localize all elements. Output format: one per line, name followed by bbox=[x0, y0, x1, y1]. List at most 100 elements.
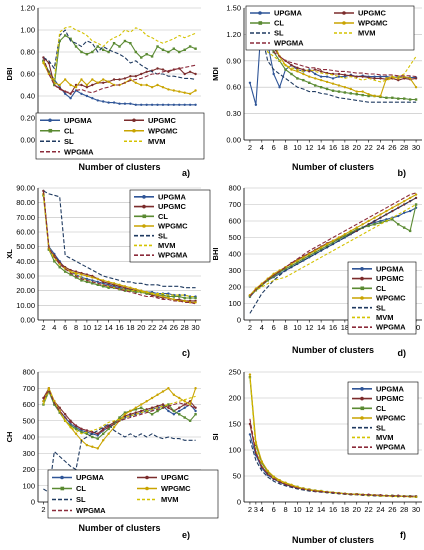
data-point-cl bbox=[69, 37, 72, 40]
x-tick-label: 18 bbox=[341, 143, 349, 152]
x-tick-label: 14 bbox=[104, 323, 112, 332]
data-point-upgma bbox=[172, 413, 176, 416]
data-point-wpgmc bbox=[391, 206, 394, 209]
x-tick-label: 24 bbox=[376, 143, 384, 152]
data-point-wpgmc bbox=[188, 403, 192, 406]
legend-marker bbox=[360, 296, 364, 300]
legend-marker bbox=[48, 118, 52, 123]
data-point-upgmc bbox=[140, 72, 143, 76]
x-tick-label: 8 bbox=[283, 323, 287, 332]
data-point-wpgmc bbox=[403, 200, 406, 203]
data-point-cl bbox=[102, 432, 105, 435]
data-point-upgmc bbox=[69, 92, 72, 96]
series-line-sl bbox=[43, 29, 196, 81]
legend-label-sl: SL bbox=[376, 423, 386, 432]
y-tick-label: 700 bbox=[22, 384, 35, 393]
data-point-cl bbox=[85, 53, 89, 56]
data-point-wpgmc bbox=[343, 233, 347, 236]
x-tick-label: 8 bbox=[74, 323, 78, 332]
y-tick-label: 150 bbox=[228, 420, 241, 429]
data-point-upgmc bbox=[343, 73, 347, 77]
data-point-wpgmc bbox=[63, 78, 67, 81]
x-axis-label: Number of clusters bbox=[292, 162, 374, 172]
x-axis-label: Number of clusters bbox=[292, 345, 374, 355]
legend-label-sl: SL bbox=[64, 137, 74, 146]
x-tick-label: 28 bbox=[400, 143, 408, 152]
data-point-upgmc bbox=[296, 66, 299, 70]
data-point-wpgmc bbox=[107, 280, 110, 284]
legend-label-upgma: UPGMA bbox=[158, 192, 187, 201]
data-point-upgmc bbox=[319, 70, 323, 73]
data-point-cl bbox=[140, 56, 143, 59]
data-point-cl bbox=[331, 241, 335, 244]
x-tick-label: 12 bbox=[94, 323, 102, 332]
y-tick-label: 60.00 bbox=[16, 228, 35, 237]
data-point-wpgmc bbox=[319, 246, 323, 249]
legend-marker bbox=[360, 276, 364, 281]
legend-label-sl: SL bbox=[274, 29, 284, 38]
y-tick-label: 300 bbox=[228, 266, 241, 275]
chart-panel-d: 0100200300400500600700800246810121416182… bbox=[211, 184, 422, 358]
data-point-upgma bbox=[134, 103, 137, 107]
data-point-upgmc bbox=[161, 68, 165, 71]
data-point-wpgmc bbox=[102, 439, 105, 442]
legend-marker bbox=[48, 128, 53, 133]
data-point-upgmc bbox=[134, 411, 137, 414]
data-point-upgmc bbox=[145, 70, 148, 74]
x-tick-label: 20 bbox=[353, 143, 361, 152]
data-point-wpgmc bbox=[150, 396, 154, 400]
data-point-wpgmc bbox=[74, 86, 78, 89]
legend-label-mvm: MVM bbox=[358, 29, 376, 38]
x-tick-label: 12 bbox=[305, 143, 313, 152]
data-point-cl bbox=[96, 283, 99, 286]
x-tick-label: 22 bbox=[364, 505, 372, 514]
data-point-upgma bbox=[150, 103, 154, 107]
data-point-cl bbox=[91, 435, 94, 439]
legend-label-upgma: UPGMA bbox=[376, 384, 405, 393]
data-point-cl bbox=[74, 276, 78, 279]
data-point-wpgmc bbox=[260, 282, 263, 285]
data-point-cl bbox=[69, 273, 72, 276]
data-point-wpgmc bbox=[96, 277, 99, 281]
data-point-cl bbox=[403, 97, 406, 100]
x-tick-label: 22 bbox=[148, 323, 156, 332]
y-tick-label: 0.60 bbox=[226, 83, 241, 92]
series-line-sl bbox=[43, 423, 196, 493]
legend-label-cl: CL bbox=[376, 284, 386, 293]
legend-label-cl: CL bbox=[274, 19, 284, 28]
data-point-upgmc bbox=[414, 77, 418, 80]
legend-label-upgmc: UPGMC bbox=[148, 116, 177, 125]
data-point-cl bbox=[385, 96, 388, 99]
data-point-upgma bbox=[254, 103, 258, 107]
data-point-cl bbox=[74, 427, 78, 431]
data-point-cl bbox=[284, 68, 287, 71]
series-line-upgma bbox=[42, 60, 196, 106]
x-tick-label: 10 bbox=[293, 505, 301, 514]
y-tick-label: 0.60 bbox=[20, 70, 35, 79]
y-tick-label: 1.50 bbox=[226, 4, 241, 13]
data-point-upgma bbox=[63, 92, 67, 96]
x-tick-label: 14 bbox=[317, 143, 325, 152]
data-point-upgma bbox=[167, 409, 170, 413]
legend-label-wpgmc: WPGMC bbox=[158, 222, 188, 231]
data-point-upgmc bbox=[91, 83, 94, 87]
data-point-upgma bbox=[188, 103, 192, 107]
data-point-upgma bbox=[80, 92, 83, 96]
legend-label-cl: CL bbox=[376, 404, 386, 413]
data-point-cl bbox=[183, 416, 186, 419]
data-point-cl bbox=[167, 403, 170, 406]
data-point-cl bbox=[260, 461, 263, 465]
data-point-upgmc bbox=[290, 63, 293, 67]
data-point-wpgmc bbox=[266, 469, 269, 472]
legend-marker bbox=[132, 128, 136, 133]
legend-label-mvm: MVM bbox=[376, 313, 394, 322]
data-point-wpgmc bbox=[331, 82, 335, 85]
y-tick-label: 50.00 bbox=[16, 242, 35, 251]
data-point-cl bbox=[161, 293, 165, 297]
data-point-wpgmc bbox=[355, 90, 358, 93]
x-tick-label: 6 bbox=[272, 323, 276, 332]
data-point-cl bbox=[414, 203, 418, 206]
panel-tag: f) bbox=[400, 530, 406, 540]
data-point-cl bbox=[156, 45, 159, 48]
data-point-cl bbox=[367, 224, 370, 228]
